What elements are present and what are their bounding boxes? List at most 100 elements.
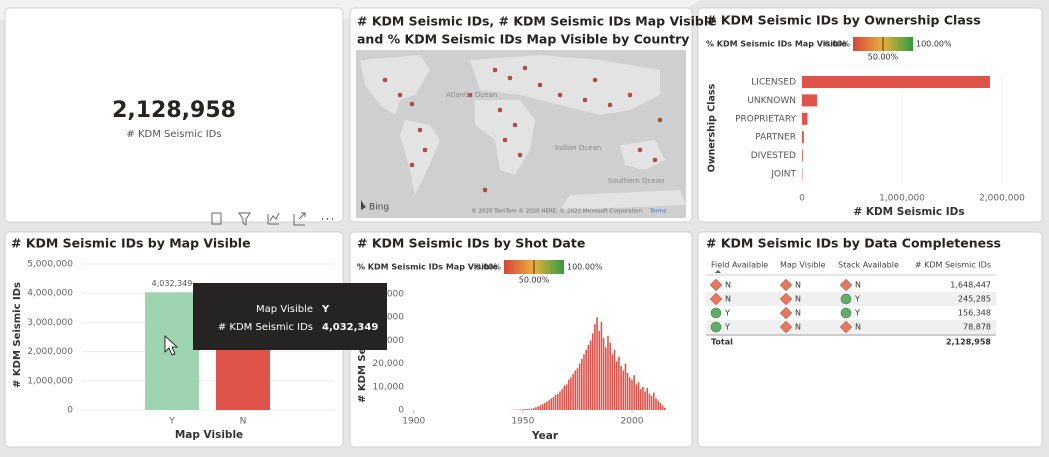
bar xyxy=(644,391,646,410)
bar xyxy=(663,407,666,410)
data-label: 4,032,349 xyxy=(152,279,193,288)
bar xyxy=(530,408,533,410)
bar xyxy=(587,345,590,410)
bar xyxy=(635,384,638,410)
table-cell: N xyxy=(795,281,801,290)
bar xyxy=(572,374,574,410)
bar xyxy=(650,396,653,410)
map-brand: Bing xyxy=(369,203,389,213)
bar xyxy=(604,347,607,410)
y-tick-label: 4,000,000 xyxy=(27,289,73,299)
map-attribution: © 2020 TomTom © 2020 HERE, © 2020 Micros… xyxy=(471,208,642,215)
bar xyxy=(589,340,592,410)
bar xyxy=(609,342,611,410)
bar xyxy=(611,354,614,410)
bar xyxy=(535,407,537,410)
bar xyxy=(618,356,620,410)
table-title: # KDM Seismic IDs by Data Completeness xyxy=(706,236,1001,251)
table-cell: Y xyxy=(854,309,860,318)
bar xyxy=(565,384,568,410)
bar xyxy=(639,389,642,410)
legend-max: 100.00% xyxy=(916,40,952,49)
table-cell: 78,878 xyxy=(963,323,991,332)
bar xyxy=(802,131,804,144)
yes-icon xyxy=(710,321,722,333)
table-cell: 1,648,447 xyxy=(950,281,991,290)
y-tick-label: 10,000 xyxy=(373,382,405,392)
bar xyxy=(556,393,559,410)
x-tick-label: 2000 xyxy=(621,417,644,427)
legend-title: % KDM Seismic IDs Map Visible xyxy=(357,263,498,272)
bar xyxy=(519,409,522,410)
focus-icon[interactable] xyxy=(293,212,306,226)
yes-icon xyxy=(710,307,722,319)
y-axis-title: # KDM Seismic IDs xyxy=(12,282,23,388)
x-tick-label: 0 xyxy=(799,194,805,204)
ocean-label: Atlantic Ocean xyxy=(446,91,497,99)
no-icon xyxy=(709,278,723,292)
y-tick-label: 40,000 xyxy=(373,313,405,323)
y-tick-label: 0 xyxy=(67,406,73,416)
table-cell: N xyxy=(795,323,801,332)
yes-icon xyxy=(840,307,852,319)
bar xyxy=(600,321,603,410)
map-points xyxy=(382,65,663,193)
analytics-icon[interactable] xyxy=(267,212,280,225)
bar xyxy=(642,386,644,410)
table-cell: N xyxy=(795,309,801,318)
bar xyxy=(802,94,817,107)
visual-toolbar[interactable] xyxy=(211,212,333,226)
y-tick-label: UNKNOWN xyxy=(747,96,796,106)
legend-max: 100.00% xyxy=(567,263,603,272)
table-cell: Y xyxy=(724,323,730,332)
map-terms[interactable]: Terms xyxy=(649,209,666,215)
bar xyxy=(646,387,649,410)
bar xyxy=(624,363,627,410)
yes-icon xyxy=(840,293,852,305)
x-axis-title: Map Visible xyxy=(175,429,243,441)
tooltip-value: 4,032,349 xyxy=(322,322,378,333)
ocean-label: Indian Ocean xyxy=(555,144,601,152)
table-cell: N xyxy=(795,295,801,304)
bar xyxy=(561,389,563,410)
no-icon xyxy=(709,292,723,306)
bar xyxy=(613,349,616,410)
x-tick-label: 1900 xyxy=(402,417,425,427)
ocean-label: Southern Ocean xyxy=(608,177,664,185)
bar xyxy=(657,400,659,410)
table-cell: N xyxy=(855,281,861,290)
total-value: 2,128,958 xyxy=(946,338,991,347)
bar xyxy=(537,406,539,410)
ownership-tile[interactable] xyxy=(697,7,1043,223)
bar xyxy=(622,370,625,410)
tooltip-key: Map Visible xyxy=(256,304,313,315)
bar xyxy=(648,393,651,410)
map[interactable]: Atlantic Ocean Indian Ocean Southern Oce… xyxy=(356,50,686,218)
bar xyxy=(522,409,524,410)
filter-icon[interactable] xyxy=(238,212,251,226)
column-header: # KDM Seismic IDs xyxy=(915,261,991,270)
kpi-tile[interactable] xyxy=(4,7,344,223)
table-cell: Y xyxy=(854,295,860,304)
bar xyxy=(637,382,640,410)
bar xyxy=(541,404,544,410)
map-title: and % KDM Seismic IDs Map Visible by Cou… xyxy=(357,32,689,47)
table-cell: N xyxy=(855,323,861,332)
copy-icon[interactable] xyxy=(211,212,222,225)
y-tick-label: PROPRIETARY xyxy=(735,114,796,124)
x-axis-title: # KDM Seismic IDs xyxy=(853,206,964,218)
legend-title: % KDM Seismic IDs Map Visible xyxy=(706,40,847,49)
y-tick-label: PARTNER xyxy=(755,133,796,143)
column-header: Field Available xyxy=(711,261,768,270)
table-cell: N xyxy=(725,281,731,290)
x-tick-label: 1,000,000 xyxy=(879,194,925,204)
bar xyxy=(583,354,585,410)
bar xyxy=(661,405,664,410)
legend-mid: 50.00% xyxy=(868,53,899,62)
table-cell: Y xyxy=(724,309,730,318)
tooltip xyxy=(193,283,387,350)
tooltip-value: Y xyxy=(321,304,330,315)
bar xyxy=(602,338,605,410)
bar xyxy=(576,368,579,410)
legend-min: 0.00% xyxy=(476,263,502,272)
